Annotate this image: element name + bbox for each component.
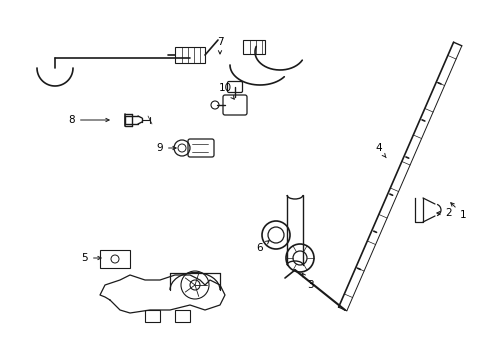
Bar: [145, 310, 160, 322]
Bar: [175, 47, 204, 63]
Bar: [100, 250, 130, 268]
Text: 8: 8: [68, 115, 109, 125]
Text: 1: 1: [450, 203, 466, 220]
Text: 7: 7: [216, 37, 223, 54]
Text: 10: 10: [218, 83, 234, 99]
Text: 3: 3: [302, 273, 313, 290]
Text: 5: 5: [81, 253, 101, 263]
Text: 9: 9: [156, 143, 176, 153]
Bar: [243, 40, 264, 54]
Bar: [175, 310, 190, 322]
Text: 4: 4: [374, 143, 386, 158]
Text: 2: 2: [436, 208, 451, 218]
Text: 6: 6: [256, 241, 268, 253]
